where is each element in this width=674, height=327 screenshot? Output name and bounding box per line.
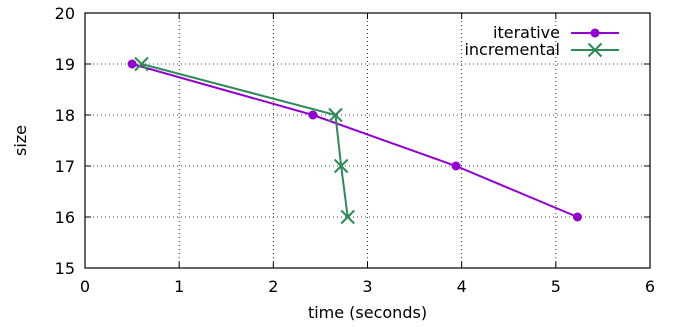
data-point-iterative bbox=[572, 212, 582, 222]
y-tick-label: 19 bbox=[55, 55, 75, 74]
y-tick-label: 20 bbox=[55, 4, 75, 23]
series-line-incremental bbox=[141, 63, 349, 218]
x-tick-label: 0 bbox=[80, 277, 90, 296]
series-incremental bbox=[134, 56, 355, 225]
data-point-incremental-stroke-b bbox=[134, 56, 149, 72]
x-tick-label: 4 bbox=[457, 277, 467, 296]
x-axis-label: time (seconds) bbox=[308, 303, 427, 322]
data-point-iterative bbox=[308, 110, 318, 120]
data-point-incremental bbox=[134, 56, 149, 72]
data-point-incremental bbox=[328, 107, 343, 123]
y-axis-tick-labels: 15 16 17 18 19 20 bbox=[55, 4, 75, 278]
legend-marker-iterative bbox=[590, 28, 600, 38]
data-point-incremental-stroke-b bbox=[328, 107, 343, 123]
legend-label-incremental: incremental bbox=[464, 40, 560, 59]
x-tick-label: 3 bbox=[362, 277, 372, 296]
data-point-iterative bbox=[127, 59, 137, 69]
y-tick-label: 17 bbox=[55, 157, 75, 176]
data-point-incremental-stroke-b bbox=[333, 158, 349, 174]
series-iterative bbox=[127, 59, 582, 222]
legend-label-iterative: iterative bbox=[493, 23, 560, 42]
y-tick-label: 15 bbox=[55, 259, 75, 278]
grid bbox=[85, 13, 650, 268]
x-tick-label: 6 bbox=[645, 277, 655, 296]
y-tick-label: 18 bbox=[55, 106, 75, 125]
data-point-incremental-stroke-b bbox=[340, 209, 355, 225]
x-tick-label: 5 bbox=[551, 277, 561, 296]
series-line-iterative bbox=[131, 63, 578, 218]
x-axis-tick-labels: 0 1 2 3 4 5 6 bbox=[80, 277, 655, 296]
data-point-iterative bbox=[451, 161, 461, 171]
legend-marker-incremental bbox=[587, 42, 603, 58]
x-tick-label: 2 bbox=[268, 277, 278, 296]
y-tick-label: 16 bbox=[55, 208, 75, 227]
legend-marker-incremental-stroke-b bbox=[587, 42, 603, 58]
data-point-incremental bbox=[333, 158, 349, 174]
data-point-incremental bbox=[340, 209, 355, 225]
axis-ticks bbox=[84, 12, 651, 269]
series-layer bbox=[127, 56, 582, 225]
x-tick-label: 1 bbox=[174, 277, 184, 296]
y-axis-label: size bbox=[11, 125, 30, 156]
